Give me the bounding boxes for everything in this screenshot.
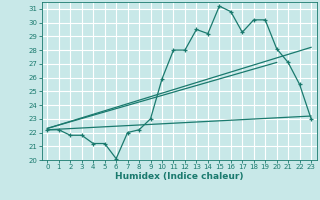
X-axis label: Humidex (Indice chaleur): Humidex (Indice chaleur) xyxy=(115,172,244,181)
